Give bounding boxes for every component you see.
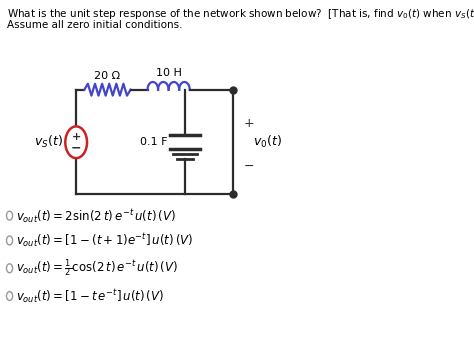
Text: 0.1 F: 0.1 F	[140, 137, 167, 147]
Text: $v_{out}(t) = [1-(t+1)e^{-t}]\,u(t)\,(V)$: $v_{out}(t) = [1-(t+1)e^{-t}]\,u(t)\,(V)…	[16, 232, 193, 249]
Text: Assume all zero initial conditions.: Assume all zero initial conditions.	[7, 20, 182, 30]
Text: −: −	[71, 142, 82, 155]
Text: What is the unit step response of the network shown below?  [That is, find $v_0(: What is the unit step response of the ne…	[7, 7, 474, 21]
Text: $v_{out}(t) = 2\sin(2\,t)\,e^{-t}\,u(t)\,(V)$: $v_{out}(t) = 2\sin(2\,t)\,e^{-t}\,u(t)\…	[16, 207, 176, 224]
Text: $v_{out}(t) = \frac{1}{2}\cos(2\,t)\,e^{-t}\,u(t)\,(V)$: $v_{out}(t) = \frac{1}{2}\cos(2\,t)\,e^{…	[16, 258, 178, 279]
Text: +: +	[72, 132, 81, 142]
Text: $v_{out}(t) = [1-t\,e^{-t}]\,u(t)\,(V)$: $v_{out}(t) = [1-t\,e^{-t}]\,u(t)\,(V)$	[16, 287, 164, 305]
Text: $v_S(t)$: $v_S(t)$	[34, 134, 63, 150]
Text: 10 H: 10 H	[155, 68, 182, 78]
Text: −: −	[243, 160, 254, 173]
Text: $v_0(t)$: $v_0(t)$	[253, 134, 282, 150]
Text: 20 Ω: 20 Ω	[94, 71, 120, 81]
Text: +: +	[243, 117, 254, 131]
